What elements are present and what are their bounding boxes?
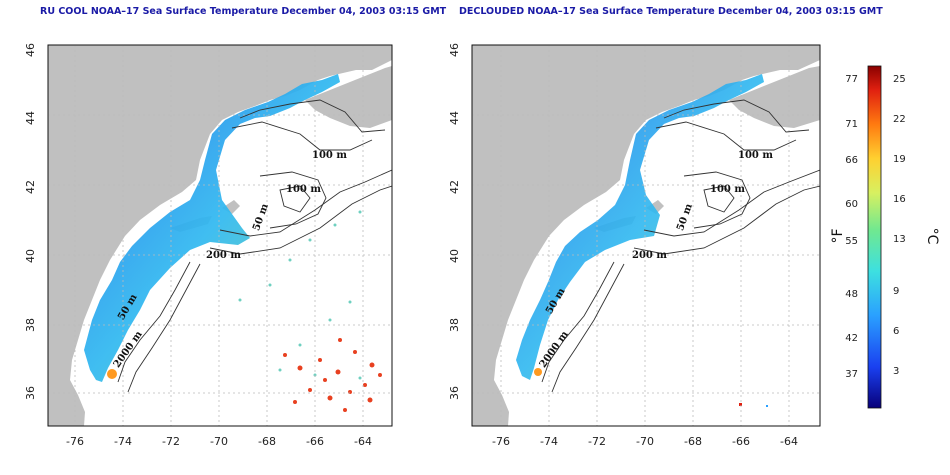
svg-text:40: 40 xyxy=(24,249,37,263)
svg-text:77: 77 xyxy=(845,74,858,85)
svg-text:-72: -72 xyxy=(588,435,606,448)
celsius-ticks: 25 22 19 16 13 9 6 3 xyxy=(893,74,906,377)
fahrenheit-unit: °F xyxy=(830,228,846,243)
svg-text:-66: -66 xyxy=(306,435,324,448)
land-nova-scotia xyxy=(305,66,392,128)
svg-text:36: 36 xyxy=(24,386,37,400)
svg-text:46: 46 xyxy=(24,43,37,57)
svg-text:42: 42 xyxy=(845,333,858,344)
svg-text:19: 19 xyxy=(893,154,906,165)
svg-text:37: 37 xyxy=(845,369,858,380)
svg-text:100 m: 100 m xyxy=(286,184,321,195)
right-panel-title: DECLOUDED NOAA–17 Sea Surface Temperatur… xyxy=(459,6,883,17)
svg-text:46: 46 xyxy=(448,43,461,57)
svg-text:48: 48 xyxy=(845,289,858,300)
sst-scattered-pixels xyxy=(283,338,382,412)
svg-text:55: 55 xyxy=(845,236,858,247)
celsius-unit: °C xyxy=(924,228,940,245)
svg-text:-76: -76 xyxy=(492,435,510,448)
svg-text:6: 6 xyxy=(893,326,899,337)
grid xyxy=(472,45,820,426)
left-panel-title: RU COOL NOAA–17 Sea Surface Temperature … xyxy=(40,6,447,17)
plot-frame xyxy=(47,44,393,427)
svg-text:60: 60 xyxy=(845,199,858,210)
svg-text:200 m: 200 m xyxy=(632,250,667,261)
svg-text:38: 38 xyxy=(448,318,461,332)
x-axis-ticks-right: -76 -74 -72 -70 -68 -66 -64 xyxy=(492,435,798,448)
bathymetry-contours xyxy=(541,99,820,393)
fahrenheit-ticks: 77 71 66 60 55 48 42 37 xyxy=(845,74,858,380)
warm-spot xyxy=(107,369,117,379)
right-map-panel: 100 m 100 m 50 m 200 m 50 m 2000 m 46 44… xyxy=(448,43,821,448)
svg-text:71: 71 xyxy=(845,119,858,130)
svg-text:38: 38 xyxy=(24,318,37,332)
svg-text:50 m: 50 m xyxy=(251,202,271,232)
svg-text:3: 3 xyxy=(893,366,899,377)
sst-coverage xyxy=(84,74,340,382)
land-nova-scotia xyxy=(729,66,820,128)
svg-text:-70: -70 xyxy=(210,435,228,448)
svg-text:-68: -68 xyxy=(684,435,702,448)
svg-text:100 m: 100 m xyxy=(710,184,745,195)
svg-text:-72: -72 xyxy=(162,435,180,448)
svg-text:42: 42 xyxy=(448,180,461,194)
y-axis-ticks-right: 46 44 42 40 38 36 xyxy=(448,43,461,400)
svg-text:66: 66 xyxy=(845,155,858,166)
svg-text:-76: -76 xyxy=(66,435,84,448)
svg-text:50 m: 50 m xyxy=(675,202,695,232)
sst-scattered-pixels-cool xyxy=(238,210,362,380)
svg-text:44: 44 xyxy=(448,111,461,125)
svg-text:-74: -74 xyxy=(114,435,132,448)
plot-frame xyxy=(471,44,821,427)
svg-text:22: 22 xyxy=(893,114,906,125)
land-mass xyxy=(48,45,392,426)
colorbar-gradient xyxy=(867,65,882,409)
svg-text:200 m: 200 m xyxy=(206,250,241,261)
svg-text:100 m: 100 m xyxy=(738,150,773,161)
svg-text:16: 16 xyxy=(893,194,906,205)
left-map-panel: 100 m 100 m 50 m 200 m 50 m 2000 m 46 44… xyxy=(24,43,393,448)
bathymetry-contours xyxy=(117,99,392,393)
grid xyxy=(48,45,392,426)
land-mass xyxy=(472,45,820,426)
y-axis-ticks-left: 46 44 42 40 38 36 xyxy=(24,43,37,400)
svg-text:25: 25 xyxy=(893,74,906,85)
svg-text:9: 9 xyxy=(893,286,899,297)
x-axis-ticks-left: -76 -74 -72 -70 -68 -66 -64 xyxy=(66,435,372,448)
svg-text:42: 42 xyxy=(24,180,37,194)
svg-text:40: 40 xyxy=(448,249,461,263)
svg-text:-64: -64 xyxy=(780,435,798,448)
sst-scattered-pixels xyxy=(739,403,768,407)
svg-text:36: 36 xyxy=(448,386,461,400)
svg-text:-68: -68 xyxy=(258,435,276,448)
colorbar: 77 71 66 60 55 48 42 37 25 22 19 16 13 9… xyxy=(830,65,940,409)
sst-coverage xyxy=(516,74,764,380)
svg-text:-64: -64 xyxy=(354,435,372,448)
svg-text:44: 44 xyxy=(24,111,37,125)
svg-text:-66: -66 xyxy=(732,435,750,448)
svg-text:-74: -74 xyxy=(540,435,558,448)
svg-text:-70: -70 xyxy=(636,435,654,448)
warm-spot xyxy=(534,368,542,376)
svg-text:13: 13 xyxy=(893,234,906,245)
svg-text:100 m: 100 m xyxy=(312,150,347,161)
